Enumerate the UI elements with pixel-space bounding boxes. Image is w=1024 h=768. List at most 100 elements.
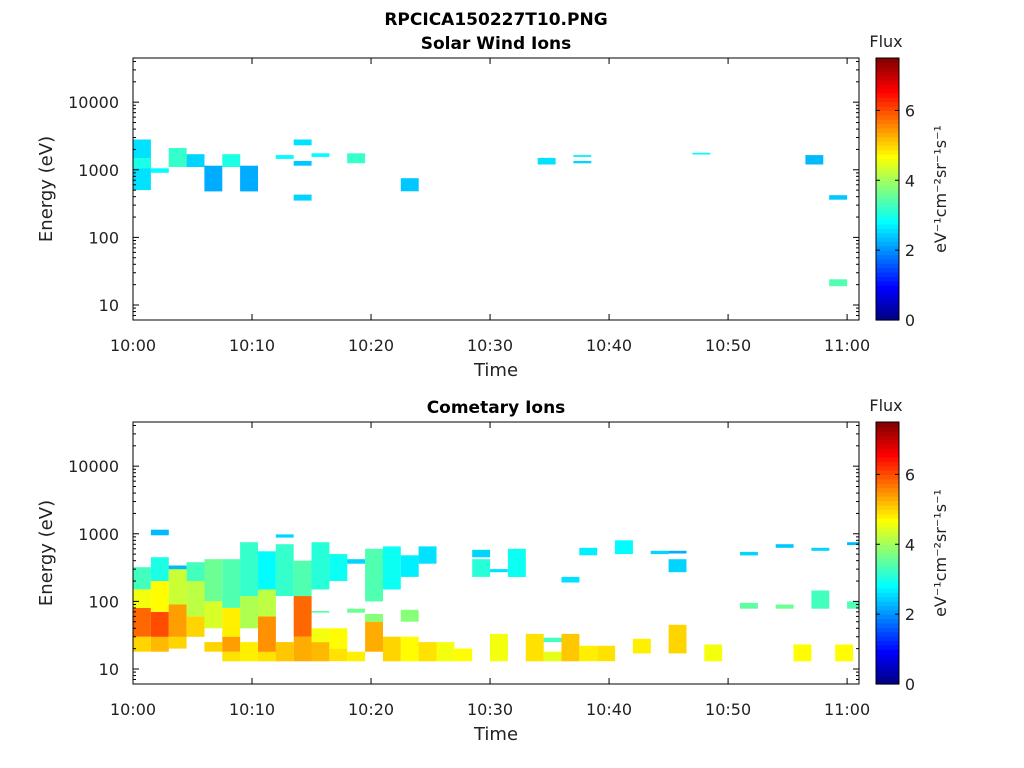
colorbar-swatch	[876, 535, 899, 541]
colorbar-swatch	[876, 306, 899, 312]
colorbar-swatch	[876, 145, 899, 151]
colorbar-swatch	[876, 500, 899, 506]
colorbar-swatch	[876, 136, 899, 142]
colorbar-swatch	[876, 483, 899, 489]
colorbar-swatch	[876, 539, 899, 545]
heatmap-cell	[400, 555, 419, 577]
heatmap-cell	[168, 569, 187, 605]
heatmap-cell	[222, 651, 241, 662]
colorbar-swatch	[876, 509, 899, 515]
colorbar-swatch	[876, 553, 899, 558]
colorbar-swatch	[876, 496, 899, 502]
heatmap-cell	[240, 642, 258, 662]
colorbar-swatch	[876, 522, 899, 528]
heatmap-cell	[740, 551, 758, 556]
colorbar-swatch	[876, 140, 899, 146]
colorbar-swatch	[876, 601, 899, 606]
colorbar-tick-label: 4	[905, 535, 915, 554]
x-tick-label: 10:50	[705, 700, 751, 719]
heatmap-cell	[418, 642, 437, 662]
heatmap-cell	[365, 548, 383, 602]
heatmap-cell	[204, 601, 223, 629]
heatmap-cell	[258, 551, 276, 590]
heatmap-cell	[847, 542, 859, 546]
heatmap-cell	[382, 636, 401, 662]
heatmap-cell	[311, 542, 330, 590]
colorbar-swatch	[876, 579, 899, 585]
colorbar-swatch	[876, 679, 899, 685]
colorbar-swatch	[876, 443, 899, 449]
colorbar-swatch	[876, 114, 899, 120]
colorbar-swatch	[876, 149, 899, 155]
heatmap-cell	[258, 589, 276, 617]
colorbar-swatch	[876, 101, 899, 107]
colorbar-swatch	[876, 605, 899, 611]
heatmap-cells	[133, 529, 859, 662]
colorbar-swatch	[876, 670, 899, 676]
colorbar-tick-label: 0	[905, 675, 915, 694]
colorbar-tick-label: 6	[905, 101, 915, 120]
heatmap-cell	[668, 624, 687, 654]
heatmap-cell	[293, 560, 312, 597]
colorbar-swatch	[876, 644, 899, 650]
colorbar-swatch	[876, 219, 899, 225]
heatmap-cell	[293, 139, 312, 146]
heatmap-cell	[347, 153, 366, 164]
colorbar-swatch	[876, 298, 899, 304]
colorbar-swatch	[876, 456, 899, 462]
heatmap-cell	[150, 168, 169, 173]
colorbar-swatch	[876, 162, 899, 168]
colorbar-swatch	[876, 618, 899, 624]
heatmap-cell	[168, 636, 187, 649]
colorbar-swatch	[876, 119, 899, 125]
heatmap-cell	[168, 565, 187, 570]
heatmap-cell	[329, 628, 348, 649]
x-tick-label: 10:00	[110, 700, 156, 719]
colorbar-swatch	[876, 184, 899, 190]
colorbar-tick-label: 2	[905, 605, 915, 624]
x-axis-label: Time	[473, 360, 518, 381]
x-tick-label: 10:20	[348, 700, 394, 719]
heatmap-cell	[133, 157, 151, 169]
heatmap-cell	[204, 559, 223, 602]
x-tick-label: 10:40	[586, 336, 632, 355]
panel-title: Cometary Ions	[427, 398, 566, 418]
colorbar-swatch	[876, 280, 899, 286]
colorbar-swatch	[876, 544, 899, 550]
colorbar-swatch	[876, 435, 899, 441]
plot-frame	[132, 57, 860, 321]
heatmap-cell	[222, 559, 241, 608]
colorbar-swatch	[876, 587, 899, 593]
colorbar-swatch	[876, 193, 899, 199]
colorbar-swatch	[876, 97, 899, 103]
heatmap-cell	[418, 546, 437, 564]
heatmap-cell	[632, 638, 651, 654]
colorbar-swatch	[876, 622, 899, 628]
y-tick-label: 1000	[78, 525, 119, 544]
heatmap-cell	[835, 644, 854, 662]
colorbar-swatch	[876, 289, 899, 295]
heatmap-cell	[275, 544, 294, 596]
x-tick-label: 11:00	[824, 700, 870, 719]
colorbar-units-label: eV⁻¹cm⁻²sr⁻¹s⁻¹	[931, 125, 950, 253]
heatmap-cell	[805, 155, 824, 165]
colorbar-swatch	[876, 574, 899, 580]
heatmap-cell	[543, 637, 562, 643]
x-tick-label: 10:50	[705, 336, 751, 355]
colorbar-swatch	[876, 666, 899, 672]
heatmap-cell	[472, 549, 491, 558]
colorbar-swatch	[876, 215, 899, 221]
colorbar-swatch	[876, 271, 899, 277]
heatmap-cell	[204, 642, 223, 652]
heatmap-cell	[329, 554, 348, 581]
figure-title: RPCICA150227T10.PNG	[384, 10, 607, 30]
x-tick-label: 10:30	[467, 700, 513, 719]
heatmap-cell	[472, 559, 491, 577]
colorbar-swatch	[876, 189, 899, 194]
heatmap-cell	[490, 569, 508, 573]
heatmap-cell	[400, 178, 419, 192]
heatmap-cell	[704, 644, 723, 662]
heatmap-cell	[293, 194, 312, 201]
heatmap-cell	[311, 628, 330, 643]
